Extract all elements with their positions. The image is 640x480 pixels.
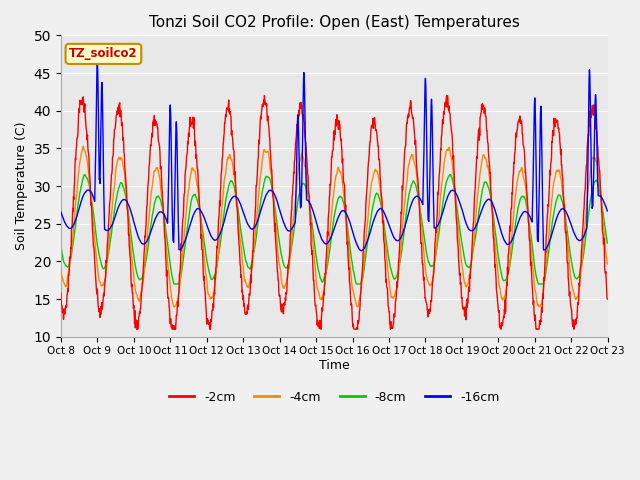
Text: TZ_soilco2: TZ_soilco2: [69, 48, 138, 60]
X-axis label: Time: Time: [319, 359, 349, 372]
Y-axis label: Soil Temperature (C): Soil Temperature (C): [15, 122, 28, 250]
Legend: -2cm, -4cm, -8cm, -16cm: -2cm, -4cm, -8cm, -16cm: [164, 386, 504, 409]
Title: Tonzi Soil CO2 Profile: Open (East) Temperatures: Tonzi Soil CO2 Profile: Open (East) Temp…: [149, 15, 520, 30]
